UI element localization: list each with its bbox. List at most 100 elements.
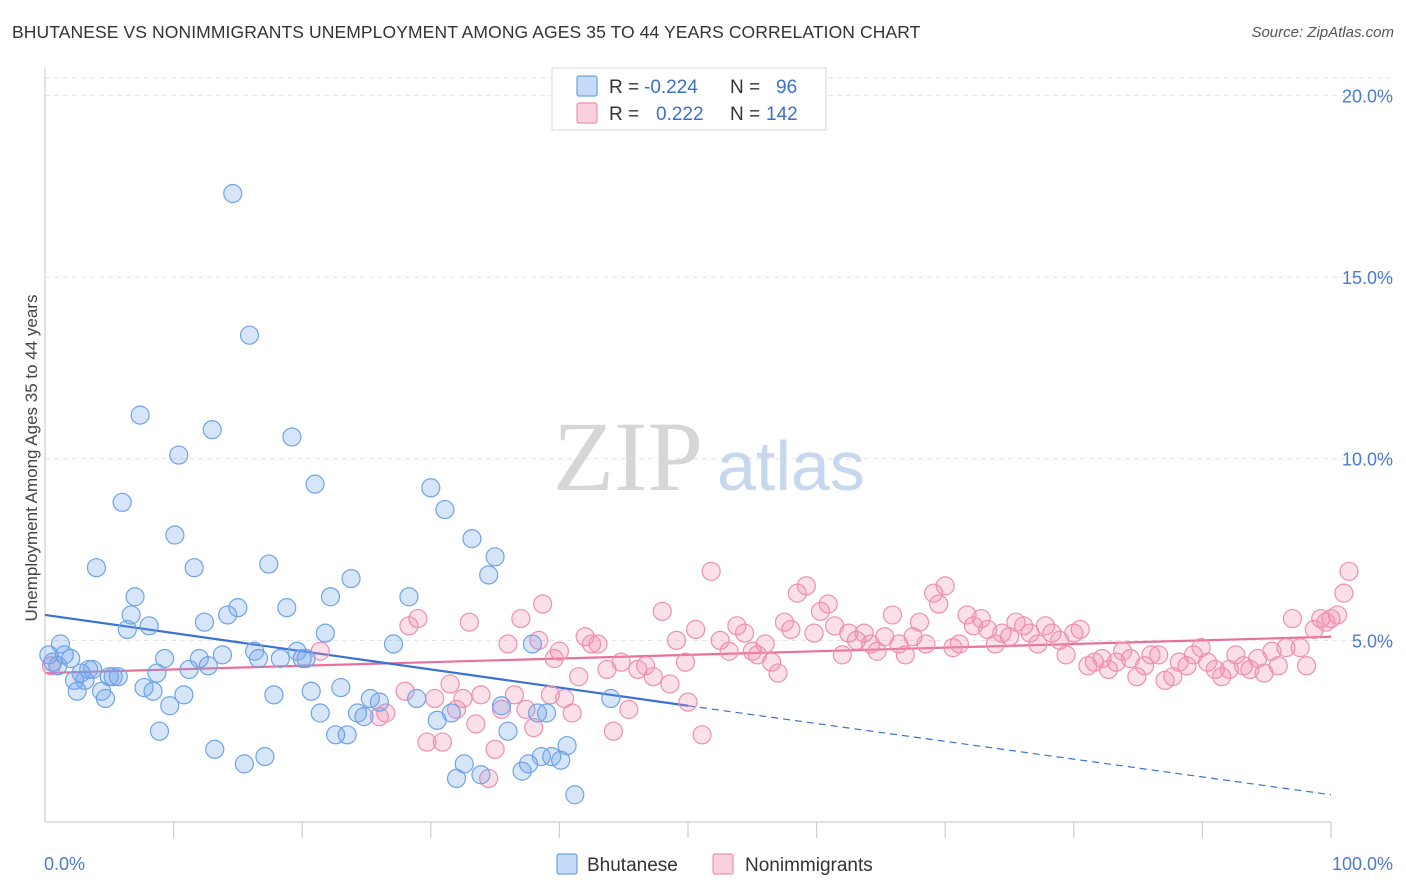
nonimmigrants-point: [611, 652, 631, 672]
nonimmigrants-point: [425, 688, 445, 709]
nonimmigrants-point: [924, 583, 944, 603]
bhutanese-point: [383, 634, 404, 654]
bhutanese-point: [259, 554, 279, 574]
bhutanese-point: [202, 420, 222, 440]
nonimmigrants-point: [459, 612, 479, 632]
nonimmigrants-point: [619, 699, 639, 719]
nonimmigrants-point: [562, 703, 582, 723]
nonimmigrants-point: [395, 681, 415, 701]
nonimmigrants-point: [810, 601, 831, 621]
x-tick-label-1: 100.0%: [1332, 854, 1393, 874]
nonimmigrants-point: [446, 699, 467, 719]
bhutanese-point: [326, 725, 346, 745]
y-tick-labels: 5.0% 10.0% 15.0% 20.0%: [1342, 86, 1393, 651]
bhutanese-point: [75, 670, 95, 690]
gridlines: [45, 77, 1392, 641]
nonimmigrants-point: [529, 630, 549, 650]
nonimmigrants-point: [1134, 656, 1155, 676]
nonimmigrants-point: [882, 605, 903, 625]
nonimmigrants-point: [652, 601, 672, 621]
bhutanese-point: [435, 499, 455, 520]
bhutanese-point: [601, 688, 621, 709]
x-tick-label-0: 0.0%: [44, 854, 85, 874]
bhutanese-point: [248, 648, 269, 669]
bhutanese-point: [169, 445, 189, 465]
nonimmigrants-point: [511, 608, 531, 629]
bhutanese-point: [228, 598, 248, 618]
bhutanese-point: [270, 648, 290, 669]
bottom-legend: Bhutanese Nonimmigrants: [556, 853, 873, 876]
bhutanese-point: [160, 696, 180, 716]
legend-r-label-1: R =: [609, 77, 639, 98]
bhutanese-point: [103, 667, 123, 687]
nonimmigrants-point: [1098, 659, 1119, 680]
nonimmigrants-point: [1113, 641, 1133, 661]
bhutanese-point: [67, 681, 87, 701]
nonimmigrants-point: [1327, 605, 1348, 625]
nonimmigrants-point: [516, 699, 536, 719]
bhutanese-point: [61, 648, 81, 669]
source-label: Source: ZipAtlas.com: [1251, 24, 1394, 41]
bhutanese-point: [108, 667, 128, 687]
bhutanese-point: [121, 605, 141, 625]
nonimmigrants-point: [727, 616, 747, 636]
nonimmigrants-point: [755, 634, 775, 654]
nonimmigrants-point: [471, 685, 491, 705]
nonimmigrants-point: [935, 576, 955, 596]
nonimmigrants-point: [686, 619, 706, 640]
bhutanese-point: [315, 623, 335, 643]
nonimmigrants-point: [1334, 583, 1354, 603]
nonimmigrants-point: [1056, 645, 1076, 665]
nonimmigrants-point: [603, 721, 624, 741]
bhutanese-point: [341, 568, 361, 589]
nonimmigrants-point: [533, 594, 553, 614]
bhutanese-point: [531, 747, 551, 767]
bhutanese-point: [354, 707, 374, 727]
chart-title: BHUTANESE VS NONIMMIGRANTS UNEMPLOYMENT …: [12, 22, 921, 42]
bhutanese-point: [86, 558, 107, 578]
bhutanese-point: [491, 696, 512, 716]
nonimmigrants-point: [675, 652, 696, 672]
nonimmigrants-point: [660, 674, 680, 694]
nonimmigrants-point: [1014, 616, 1034, 636]
nonimmigrants-point: [369, 707, 389, 727]
y-axis-label: Unemployment Among Ages 35 to 44 years: [22, 295, 41, 622]
nonimmigrants-point: [895, 645, 915, 665]
nonimmigrants-point: [643, 667, 663, 687]
bhutanese-point: [320, 587, 341, 607]
bhutanese-trend-extension: [687, 705, 1332, 796]
nonimmigrants-point: [1268, 656, 1288, 676]
nonimmigrants-point: [1028, 634, 1048, 654]
bhutanese-point: [212, 645, 233, 665]
nonimmigrants-point: [796, 576, 816, 596]
bhutanese-point: [557, 736, 577, 756]
y-tick-label-2: 15.0%: [1342, 268, 1393, 288]
nonimmigrants-point: [1205, 659, 1225, 680]
nonimmigrants-point: [635, 656, 656, 676]
bhutanese-point: [498, 721, 518, 741]
bhutanese-point: [125, 587, 145, 607]
bhutanese-point: [130, 405, 150, 425]
bhutanese-point: [565, 785, 585, 805]
watermark-atlas: atlas: [717, 427, 865, 505]
nonimmigrants-point: [540, 685, 560, 705]
y-tick-label-3: 20.0%: [1342, 86, 1393, 106]
nonimmigrants-point: [1149, 645, 1169, 665]
nonimmigrants-point: [524, 717, 544, 738]
bhutanese-point: [310, 703, 330, 723]
nonimmigrants-point: [569, 667, 589, 687]
bhutanese-point: [165, 525, 185, 545]
nonimmigrants-point: [734, 623, 755, 643]
bhutanese-point: [441, 703, 461, 723]
nonimmigrants-point: [466, 714, 486, 734]
nonimmigrants-point: [909, 612, 930, 632]
nonimmigrants-point: [432, 732, 452, 752]
bhutanese-point: [143, 681, 163, 701]
bhutanese-point: [43, 652, 63, 672]
bhutanese-point: [485, 547, 505, 567]
bhutanese-point: [205, 739, 225, 759]
nonimmigrants-point: [1240, 659, 1260, 680]
nonimmigrants-point: [1212, 667, 1232, 687]
nonimmigrants-point: [1020, 623, 1040, 643]
